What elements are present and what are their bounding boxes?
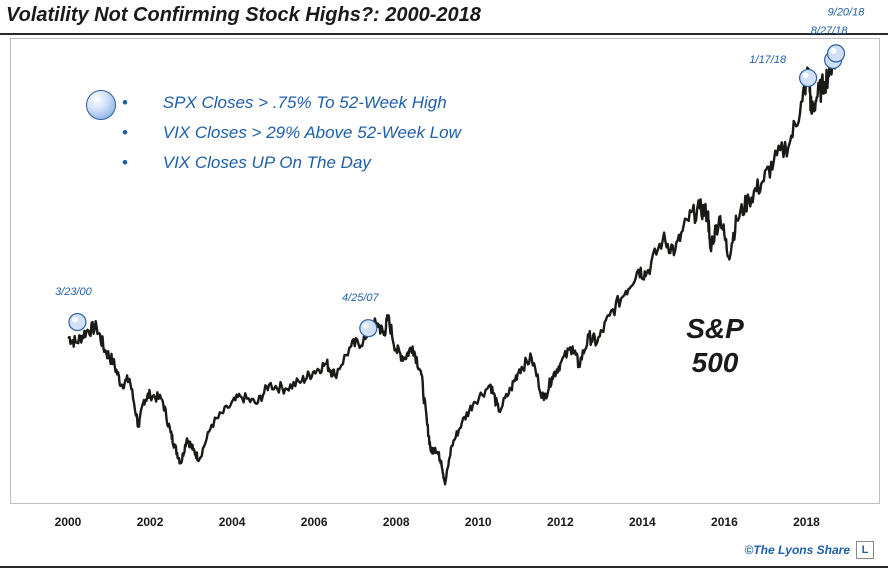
sp500-series-line [67,46,838,486]
event-marker-icon [826,44,846,63]
event-date-label: 9/20/18 [828,6,866,18]
x-tick-label: 2008 [383,515,410,529]
x-tick-label: 2000 [55,515,82,529]
bullet-icon: • [122,153,128,172]
legend-item-vix-up: • VIX Closes UP On The Day [90,148,461,178]
x-tick-label: 2004 [219,515,246,529]
event-marker-icon [799,68,818,88]
x-tick-label: 2012 [547,515,574,529]
event-marker [68,312,87,332]
event-marker [826,44,846,63]
event-marker [799,68,818,88]
series-label-line2: 500 [691,347,739,378]
x-tick-label: 2010 [465,515,492,529]
event-marker [359,319,378,338]
event-marker-icon [359,319,378,338]
legend-label: SPX Closes > .75% To 52-Week High [162,93,447,112]
x-tick-label: 2016 [711,515,738,529]
x-tick-label: 2006 [301,515,328,529]
event-date-label: 1/17/18 [749,54,787,66]
event-date-label: 4/25/07 [342,292,380,304]
x-tick-label: 2018 [793,515,820,529]
event-marker-icon [86,90,116,120]
credit-text: ©The Lyons Share [744,543,850,557]
plot-frame [10,38,880,504]
series-label-line1: S&P [686,313,744,344]
marker-highlight [802,72,809,79]
marker-highlight [362,322,369,329]
event-date-label: 8/27/18 [811,25,849,37]
lyons-share-logo-icon: L [856,541,874,559]
chart-title: Volatility Not Confirming Stock Highs?: … [6,4,481,26]
x-tick-label: 2002 [137,515,164,529]
legend-label: VIX Closes UP On The Day [162,153,371,172]
bullet-icon: • [122,123,128,142]
marker-highlight [71,316,78,323]
title-divider [0,33,888,35]
event-marker-icon [68,312,87,332]
marker-highlight [830,47,837,54]
bottom-divider [0,566,888,568]
event-date-label: 3/23/00 [55,286,93,298]
legend-item-spx-closes: • SPX Closes > .75% To 52-Week High [86,88,461,120]
series-label: S&P 500 [670,312,760,380]
x-tick-label: 2014 [629,515,656,529]
bullet-icon: • [122,93,128,112]
legend-label: VIX Closes > 29% Above 52-Week Low [162,123,461,142]
credit: ©The Lyons Share L [744,541,874,559]
legend: • SPX Closes > .75% To 52-Week High • VI… [86,88,461,178]
legend-item-vix-above-low: • VIX Closes > 29% Above 52-Week Low [90,118,461,148]
